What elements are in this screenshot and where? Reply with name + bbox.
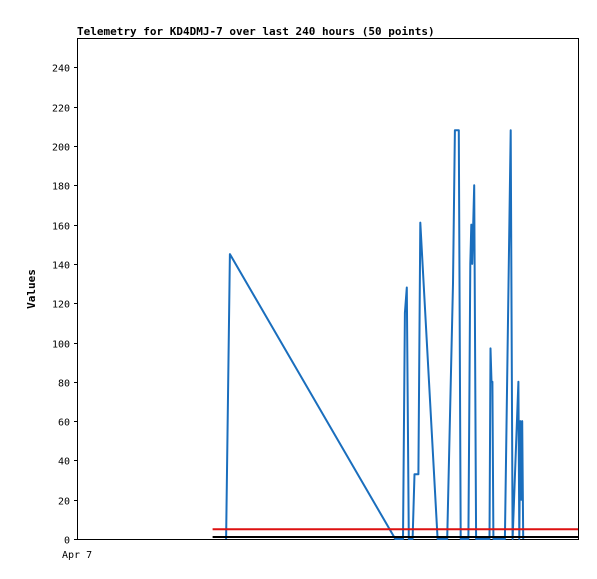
- series-layer: [212, 129, 578, 540]
- plot-frame: [77, 38, 579, 540]
- y-tick-label: 180: [52, 182, 70, 193]
- series-line-1: [225, 129, 525, 540]
- y-tick-label: 40: [58, 457, 70, 468]
- y-tick-label: 100: [52, 340, 70, 351]
- y-axis-label: Values: [25, 269, 38, 309]
- y-tick-label: 20: [58, 497, 70, 508]
- y-tick-label: 240: [52, 64, 70, 75]
- y-tick-label: 160: [52, 222, 70, 233]
- chart-title: Telemetry for KD4DMJ-7 over last 240 hou…: [77, 25, 435, 38]
- y-axis-ticks: 0 20 40 60 80 100 120 140 160 180 200 220 240: [52, 64, 78, 547]
- y-tick-label: 0: [64, 536, 70, 547]
- y-tick-label: 60: [58, 418, 70, 429]
- y-tick-label: 220: [52, 104, 70, 115]
- y-tick-label: 140: [52, 261, 70, 272]
- x-tick-label: Apr 7: [62, 550, 92, 561]
- y-tick-label: 80: [58, 379, 70, 390]
- y-tick-label: 200: [52, 143, 70, 154]
- y-tick-label: 120: [52, 300, 70, 311]
- x-axis-ticks: Apr 7: [62, 550, 92, 561]
